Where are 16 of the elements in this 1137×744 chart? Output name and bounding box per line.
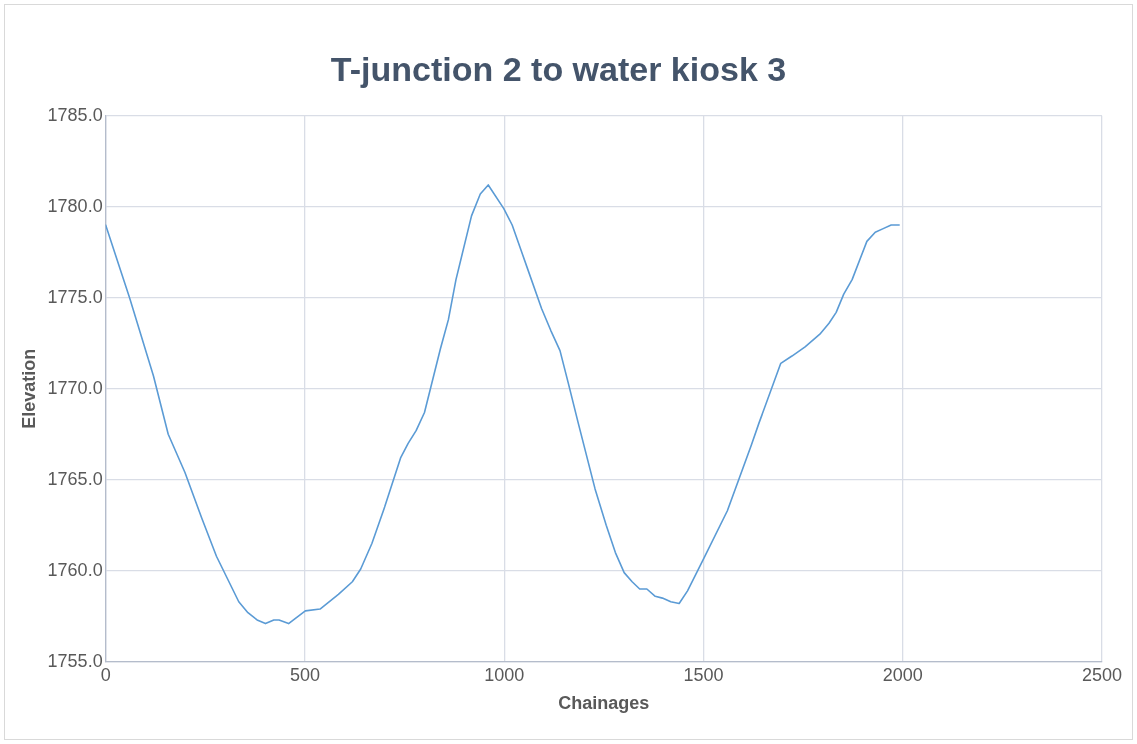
x-tick-label: 1500: [683, 664, 724, 685]
y-tick-label: 1755.0: [47, 650, 103, 671]
y-tick-label: 1775.0: [47, 286, 103, 307]
y-axis-title: Elevation: [18, 348, 39, 429]
x-axis-title: Chainages: [558, 693, 650, 714]
y-tick-label: 1765.0: [47, 468, 103, 489]
x-tick-label: 2000: [882, 664, 923, 685]
x-tick-label: 500: [289, 664, 320, 685]
y-tick-label: 1760.0: [47, 559, 103, 580]
chart-title: T-junction 2 to water kiosk 3: [330, 49, 787, 88]
x-tick-label: 1000: [484, 664, 525, 685]
y-tick-label: 1785.0: [47, 104, 103, 125]
x-tick-label: 0: [100, 664, 111, 685]
y-tick-label: 1770.0: [47, 377, 103, 398]
y-tick-label: 1780.0: [47, 195, 103, 216]
x-tick-label: 2500: [1081, 664, 1123, 685]
